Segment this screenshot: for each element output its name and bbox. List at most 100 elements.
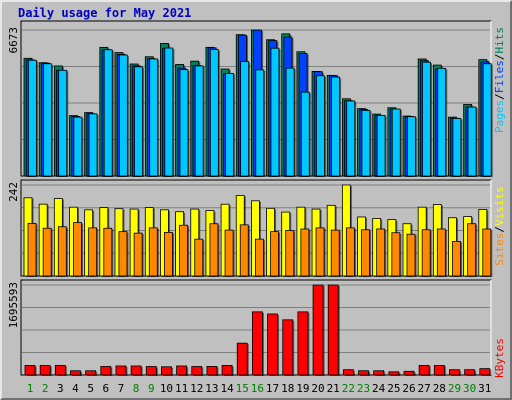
sites-bar bbox=[239, 224, 249, 277]
pages-bar bbox=[194, 65, 204, 177]
pages-bar bbox=[285, 67, 295, 177]
sites-bar bbox=[376, 228, 386, 277]
x-tick-label: 4 bbox=[72, 382, 79, 395]
x-tick-label: 2 bbox=[42, 382, 49, 395]
ylabel-sites-visits: Sites/Visits bbox=[493, 186, 506, 266]
kbytes-bar bbox=[236, 342, 248, 376]
ylabel-sites-visits-part: / bbox=[493, 226, 506, 233]
pages-bar bbox=[209, 49, 219, 177]
sites-bar bbox=[285, 230, 295, 277]
ylabel-pages-files-hits-part: / bbox=[493, 93, 506, 100]
pages-bar bbox=[331, 76, 341, 177]
x-tick-label: 30 bbox=[463, 382, 476, 395]
kbytes-bar bbox=[145, 366, 157, 376]
chart-title: Daily usage for May 2021 bbox=[18, 6, 192, 20]
kbytes-bar bbox=[433, 365, 445, 376]
x-tick-label: 28 bbox=[433, 382, 446, 395]
kbytes-bar bbox=[479, 368, 491, 376]
x-tick-label: 16 bbox=[251, 382, 264, 395]
sites-bar bbox=[179, 224, 189, 277]
x-tick-label: 21 bbox=[327, 382, 340, 395]
x-tick-label: 15 bbox=[236, 382, 249, 395]
sites-bar bbox=[467, 223, 477, 277]
sites-bar bbox=[42, 227, 52, 277]
kbytes-bar bbox=[327, 284, 339, 376]
x-tick-label: 10 bbox=[160, 382, 173, 395]
kbytes-bar bbox=[297, 311, 309, 376]
pages-bar bbox=[406, 116, 416, 177]
x-tick-label: 13 bbox=[205, 382, 218, 395]
x-tick-label: 20 bbox=[311, 382, 324, 395]
pages-bar bbox=[437, 67, 447, 177]
x-tick-label: 6 bbox=[102, 382, 109, 395]
ylabel-kbytes-part: KBytes bbox=[493, 338, 506, 378]
x-tick-label: 25 bbox=[387, 382, 400, 395]
ylabel-sites-visits-part: Visits bbox=[493, 186, 506, 226]
kbytes-bar bbox=[221, 365, 233, 376]
kbytes-bar bbox=[115, 365, 127, 376]
kbytes-bar bbox=[70, 370, 81, 376]
x-tick-label: 1 bbox=[27, 382, 34, 395]
sites-bar bbox=[103, 227, 113, 277]
sites-bar bbox=[421, 229, 431, 277]
sites-bar bbox=[194, 238, 204, 277]
pages-bar bbox=[134, 66, 143, 177]
x-tick-label: 23 bbox=[357, 382, 370, 395]
kbytes-bar bbox=[418, 365, 430, 376]
y-max-label: 1695593 bbox=[7, 282, 20, 328]
sites-bar bbox=[436, 228, 446, 277]
sites-bar bbox=[361, 229, 370, 277]
sites-bar bbox=[330, 229, 340, 277]
sites-bar bbox=[27, 222, 37, 277]
kbytes-bar bbox=[100, 366, 112, 376]
pages-bar bbox=[88, 113, 98, 177]
sites-bar bbox=[164, 231, 173, 277]
kbytes-bar bbox=[403, 370, 415, 376]
kbytes-bar bbox=[176, 365, 188, 376]
hits-files-pages-bars bbox=[23, 29, 493, 178]
x-tick-label: 31 bbox=[478, 382, 491, 395]
x-tick-label: 5 bbox=[87, 382, 94, 395]
x-tick-label: 9 bbox=[148, 382, 155, 395]
kbytes-bar bbox=[449, 369, 460, 376]
y-max-label: 6673 bbox=[7, 27, 20, 54]
sites-bar bbox=[224, 229, 234, 277]
pages-bar bbox=[164, 47, 174, 177]
pages-bar bbox=[300, 91, 310, 177]
ylabel-pages-files-hits-part: Pages bbox=[493, 100, 506, 133]
y-max-label: 242 bbox=[7, 182, 20, 202]
sites-bar bbox=[254, 238, 264, 277]
x-tick-label: 19 bbox=[296, 382, 309, 395]
sites-bar bbox=[300, 228, 310, 277]
pages-bar bbox=[346, 100, 356, 177]
kbytes-bar bbox=[358, 370, 369, 376]
pages-bar bbox=[43, 63, 52, 177]
pages-bar bbox=[316, 75, 325, 177]
kbytes-bar bbox=[282, 319, 294, 376]
sites-bar bbox=[148, 227, 158, 277]
sites-bar bbox=[452, 241, 461, 277]
x-tick-label: 11 bbox=[175, 382, 188, 395]
x-tick-label: 22 bbox=[342, 382, 355, 395]
ylabel-kbytes: KBytes bbox=[493, 338, 506, 378]
visits-sites-bars bbox=[23, 184, 493, 277]
kbytes-bar bbox=[24, 365, 36, 376]
sites-bar bbox=[345, 227, 355, 277]
ylabel-sites-visits-part: Sites bbox=[493, 233, 506, 266]
x-tick-label: 7 bbox=[118, 382, 125, 395]
sites-bar bbox=[88, 227, 98, 277]
kbytes-bar bbox=[342, 369, 354, 376]
sites-bar bbox=[118, 231, 128, 277]
kbytes-bar bbox=[161, 366, 172, 376]
pages-bar bbox=[149, 58, 159, 177]
sites-bar bbox=[133, 232, 143, 277]
kbytes-bar bbox=[130, 365, 142, 376]
pages-bar bbox=[179, 69, 189, 177]
ylabel-pages-files-hits-part: Hits bbox=[493, 27, 506, 54]
kbytes-bars bbox=[24, 284, 492, 376]
kbytes-bar bbox=[267, 313, 278, 376]
x-tick-label: 17 bbox=[266, 382, 279, 395]
x-tick-label: 29 bbox=[448, 382, 461, 395]
sites-bar bbox=[391, 232, 401, 277]
kbytes-bar bbox=[54, 365, 66, 376]
